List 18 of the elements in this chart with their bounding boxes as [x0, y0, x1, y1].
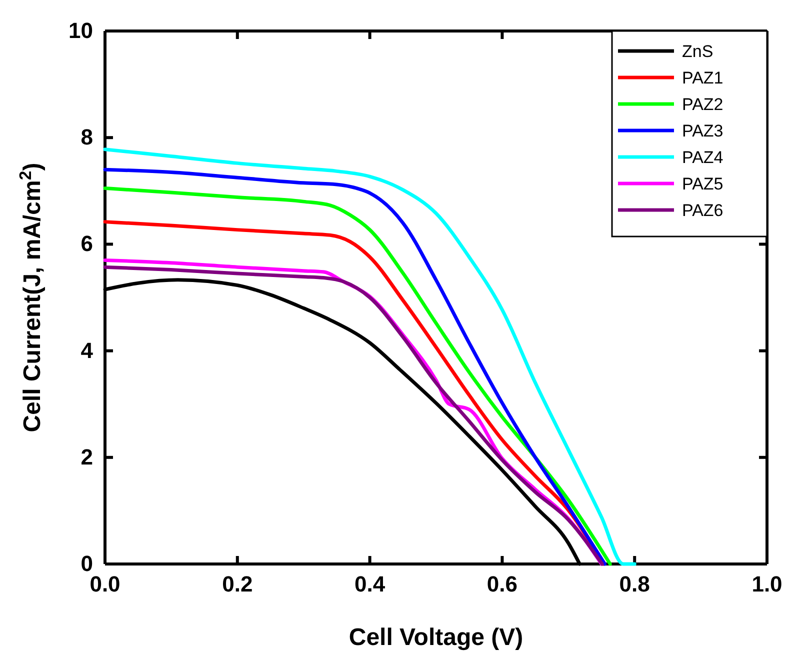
x-tick-label: 0.2	[222, 572, 253, 597]
legend-label: ZnS	[682, 42, 714, 61]
x-tick-label: 0.6	[486, 572, 518, 597]
legend-label: PAZ4	[682, 148, 724, 167]
legend-label: PAZ1	[682, 68, 724, 88]
x-axis-title: Cell Voltage (V)	[348, 624, 524, 651]
legend-label: PAZ3	[682, 122, 724, 140]
x-tick-label: 0.8	[619, 572, 650, 597]
x-tick-label: 0.4	[354, 572, 386, 597]
legend-label: PAZ2	[682, 95, 724, 114]
y-tick-label: 6	[80, 231, 93, 256]
y-tick-label: 10	[68, 18, 93, 44]
y-tick-label: 8	[80, 124, 93, 150]
y-tick-label: 2	[80, 444, 93, 470]
y-tick-label: 4	[80, 338, 94, 363]
legend-label: PAZ6	[682, 201, 724, 220]
legend-label: PAZ5	[682, 174, 724, 194]
x-tick-label: 1.0	[752, 572, 782, 597]
